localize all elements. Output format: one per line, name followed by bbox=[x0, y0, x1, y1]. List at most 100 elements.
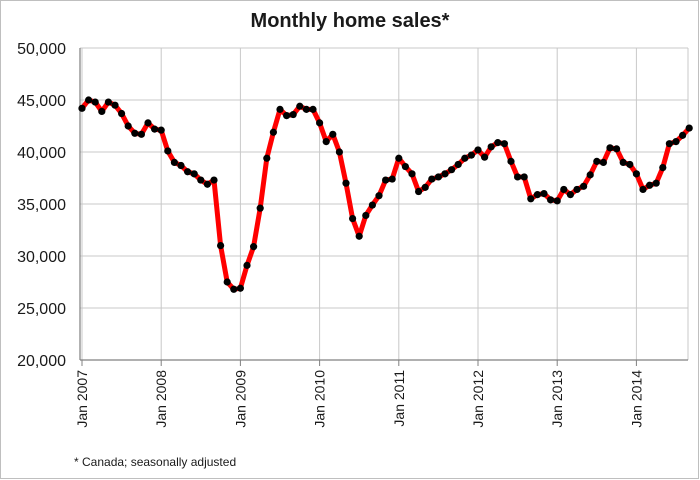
data-point bbox=[685, 124, 693, 132]
data-point bbox=[428, 175, 436, 183]
data-point bbox=[111, 101, 119, 109]
data-point bbox=[646, 181, 654, 189]
x-tick-label: Jan 2007 bbox=[74, 370, 90, 428]
data-point bbox=[593, 157, 601, 165]
data-point bbox=[322, 138, 330, 146]
x-tick-label: Jan 2014 bbox=[628, 370, 644, 428]
data-point bbox=[283, 112, 291, 120]
y-tick-label: 35,000 bbox=[17, 197, 66, 214]
data-point bbox=[151, 125, 159, 133]
data-point bbox=[362, 211, 370, 220]
data-point bbox=[395, 154, 403, 162]
x-tick-label: Jan 2011 bbox=[391, 370, 407, 427]
data-point bbox=[514, 173, 522, 181]
y-tick-label: 20,000 bbox=[17, 353, 66, 370]
data-point bbox=[454, 160, 462, 169]
data-point bbox=[131, 129, 139, 137]
chart-title: Monthly home sales* bbox=[250, 10, 450, 32]
data-point bbox=[256, 204, 264, 212]
data-point bbox=[448, 166, 456, 174]
data-point bbox=[170, 158, 178, 166]
data-point bbox=[573, 185, 581, 194]
data-point bbox=[190, 170, 198, 178]
data-point bbox=[223, 278, 231, 286]
data-point bbox=[626, 160, 634, 169]
data-point bbox=[118, 109, 126, 118]
data-point bbox=[441, 170, 449, 178]
data-point bbox=[263, 154, 271, 162]
data-point bbox=[500, 140, 508, 148]
data-point bbox=[104, 98, 112, 106]
data-point bbox=[586, 171, 594, 179]
data-point bbox=[85, 96, 93, 104]
footnote: * Canada; seasonally adjusted bbox=[74, 455, 237, 469]
data-point bbox=[599, 158, 608, 166]
y-tick-label: 30,000 bbox=[17, 249, 66, 266]
data-point bbox=[164, 147, 172, 155]
data-point bbox=[342, 179, 350, 187]
data-point bbox=[236, 284, 244, 292]
data-point bbox=[665, 140, 674, 148]
data-point bbox=[210, 176, 218, 184]
data-point bbox=[679, 131, 687, 139]
y-tick-label: 50,000 bbox=[17, 41, 66, 58]
data-point bbox=[91, 98, 99, 106]
data-point bbox=[197, 176, 205, 184]
data-point bbox=[124, 122, 132, 130]
data-point bbox=[335, 148, 343, 156]
data-point bbox=[276, 105, 284, 113]
x-tick-label: Jan 2013 bbox=[549, 370, 565, 428]
data-point bbox=[606, 144, 614, 152]
data-point bbox=[547, 196, 555, 204]
data-point bbox=[355, 232, 363, 240]
data-point bbox=[243, 261, 251, 269]
data-point bbox=[421, 183, 429, 191]
data-point bbox=[639, 185, 647, 194]
data-point bbox=[316, 119, 324, 127]
data-point bbox=[269, 128, 277, 136]
data-point bbox=[540, 190, 548, 198]
data-point bbox=[144, 119, 152, 127]
data-point bbox=[329, 130, 337, 138]
data-point bbox=[474, 146, 482, 154]
data-point bbox=[580, 182, 588, 190]
data-point bbox=[481, 153, 489, 161]
data-point bbox=[230, 285, 238, 293]
data-point bbox=[632, 170, 641, 178]
data-point bbox=[302, 105, 310, 113]
y-tick-label: 45,000 bbox=[17, 93, 66, 110]
data-point bbox=[388, 175, 396, 183]
data-point bbox=[98, 107, 106, 116]
data-point bbox=[553, 197, 561, 205]
data-point bbox=[652, 179, 660, 187]
data-point bbox=[520, 173, 528, 181]
data-point bbox=[494, 139, 502, 147]
data-point bbox=[566, 191, 575, 199]
data-point bbox=[296, 102, 304, 110]
data-point bbox=[533, 191, 542, 199]
data-point bbox=[487, 143, 495, 151]
y-tick-label: 25,000 bbox=[17, 301, 66, 318]
data-point bbox=[289, 110, 297, 119]
data-point bbox=[382, 176, 390, 184]
y-tick-label: 40,000 bbox=[17, 145, 66, 162]
data-point bbox=[613, 145, 621, 153]
data-point bbox=[203, 180, 211, 188]
data-point bbox=[78, 104, 86, 112]
data-point bbox=[560, 185, 568, 194]
data-point bbox=[659, 164, 667, 172]
data-point bbox=[184, 168, 192, 176]
data-point bbox=[250, 243, 258, 251]
x-tick-label: Jan 2008 bbox=[153, 370, 169, 428]
data-point bbox=[408, 170, 416, 178]
data-point bbox=[434, 173, 442, 181]
data-point bbox=[368, 201, 376, 209]
data-point bbox=[401, 162, 409, 171]
data-point bbox=[137, 130, 145, 138]
data-point bbox=[415, 187, 423, 196]
x-tick-label: Jan 2009 bbox=[232, 370, 248, 428]
data-point bbox=[461, 154, 469, 162]
data-point bbox=[157, 126, 165, 134]
